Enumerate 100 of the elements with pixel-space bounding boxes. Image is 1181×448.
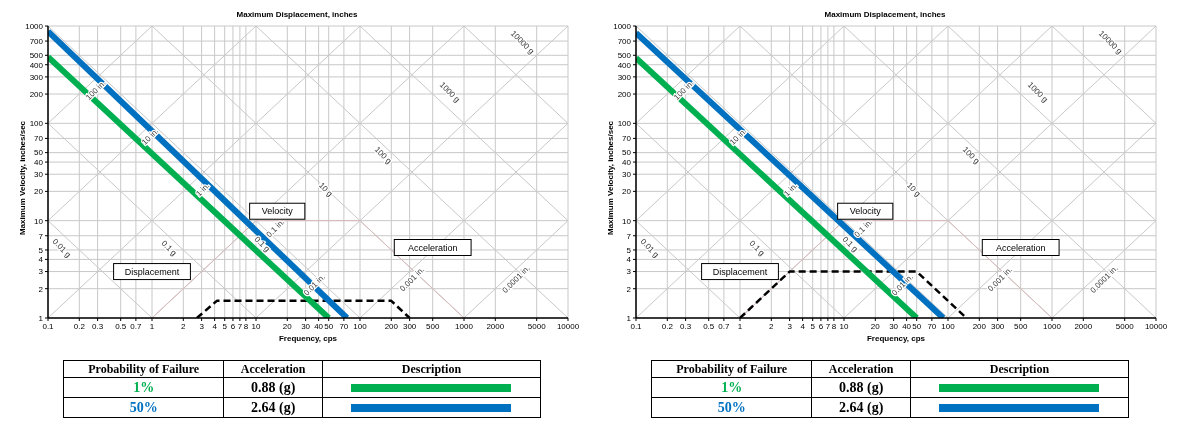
x-tick-label: 10 bbox=[839, 321, 849, 331]
x-tick-label: 2000 bbox=[486, 321, 505, 331]
annotation: Velocity bbox=[261, 206, 294, 217]
y-tick-label: 500 bbox=[617, 51, 632, 61]
x-tick-label: 7 bbox=[237, 321, 243, 331]
x-tick-label: 10000 bbox=[556, 321, 580, 331]
text: 2.64 (g) bbox=[811, 397, 911, 418]
text: 0.88 (g) bbox=[223, 377, 323, 398]
annotation: 1 in. bbox=[782, 181, 800, 199]
annotation: 0.1 in. bbox=[852, 217, 875, 240]
y-tick-label: 40 bbox=[34, 157, 44, 167]
text: 50% bbox=[63, 397, 224, 418]
x-tick-label: 0.3 bbox=[680, 321, 692, 331]
annotation: Velocity bbox=[849, 206, 882, 217]
annotation: Displacement bbox=[712, 266, 768, 277]
x-tick-label: 40 bbox=[902, 321, 912, 331]
y-tick-label: 20 bbox=[622, 187, 632, 197]
x-tick-label: 20 bbox=[870, 321, 881, 331]
annotation: 0.01 in. bbox=[302, 272, 327, 298]
y-tick-label: 100 bbox=[29, 119, 44, 129]
annotation: Acceleration bbox=[995, 242, 1046, 253]
y-tick-label: 5 bbox=[38, 245, 44, 255]
y-tick-label: 500 bbox=[29, 51, 44, 61]
chart-title: Maximum Displacement, inches bbox=[235, 9, 359, 21]
x-tick-label: 5 bbox=[222, 321, 228, 331]
text: Probability of Failure bbox=[63, 360, 224, 378]
x-tick-label: 0.1 bbox=[42, 321, 55, 331]
x-tick-label: 5 bbox=[810, 321, 816, 331]
x-axis-title: Frequency, cps bbox=[865, 333, 927, 344]
x-tick-label: 1 bbox=[149, 321, 155, 331]
x-tick-label: 1000 bbox=[455, 321, 474, 331]
y-tick-label: 7 bbox=[38, 231, 44, 241]
y-tick-label: 2 bbox=[626, 284, 632, 294]
y-tick-label: 4 bbox=[626, 255, 632, 265]
x-tick-label: 200 bbox=[384, 321, 399, 331]
y-tick-label: 200 bbox=[617, 89, 632, 99]
x-tick-label: 3 bbox=[787, 321, 793, 331]
chart-title: Maximum Displacement, inches bbox=[823, 9, 947, 21]
text: 1% bbox=[63, 377, 224, 398]
x-tick-label: 7 bbox=[825, 321, 831, 331]
x-tick-label: 200 bbox=[972, 321, 987, 331]
x-tick-label: 300 bbox=[990, 321, 1005, 331]
x-tick-label: 20 bbox=[282, 321, 293, 331]
text-frame: Velocity bbox=[249, 202, 306, 220]
y-tick-label: 20 bbox=[34, 187, 44, 197]
text-frame: Displacement bbox=[113, 263, 191, 281]
text-frame: Displacement bbox=[701, 263, 779, 281]
x-tick-label: 70 bbox=[927, 321, 937, 331]
y-tick-label: 10 bbox=[34, 216, 44, 226]
x-tick-label: 8 bbox=[243, 321, 249, 331]
text: Acceleration bbox=[223, 360, 323, 378]
x-tick-label: 300 bbox=[402, 321, 417, 331]
x-tick-label: 3 bbox=[199, 321, 205, 331]
text-frame: Acceleration bbox=[393, 239, 472, 256]
text: 2.64 (g) bbox=[223, 397, 323, 418]
annotation: 10 g bbox=[905, 180, 923, 199]
annotation: 100 g bbox=[372, 145, 394, 166]
x-tick-label: 50 bbox=[324, 321, 334, 331]
y-tick-label: 700 bbox=[617, 36, 632, 46]
y-tick-label: 3 bbox=[38, 267, 44, 277]
y-tick-label: 100 bbox=[617, 119, 632, 129]
x-tick-label: 2 bbox=[769, 321, 775, 331]
y-tick-label: 1000 bbox=[25, 21, 44, 31]
annotation: 0.01 in. bbox=[890, 272, 915, 298]
y-tick-label: 300 bbox=[29, 72, 44, 82]
y-axis-title: Maximum Velocity, inches/sec bbox=[17, 119, 28, 238]
y-tick-label: 50 bbox=[34, 148, 44, 158]
annotation: 10 g bbox=[317, 180, 335, 199]
x-tick-label: 2 bbox=[181, 321, 187, 331]
x-tick-label: 30 bbox=[301, 321, 311, 331]
annotation: 10 in. bbox=[728, 126, 749, 147]
y-tick-label: 3 bbox=[626, 267, 632, 277]
text: 0.88 (g) bbox=[811, 377, 911, 398]
x-tick-label: 10000 bbox=[1144, 321, 1168, 331]
text: Acceleration bbox=[811, 360, 911, 378]
text: Description bbox=[910, 360, 1129, 378]
x-tick-label: 50 bbox=[912, 321, 922, 331]
annotation: 100 in. bbox=[672, 78, 696, 102]
x-axis-title: Frequency, cps bbox=[277, 333, 339, 344]
x-tick-label: 10 bbox=[251, 321, 261, 331]
x-tick-label: 40 bbox=[314, 321, 324, 331]
y-tick-label: 50 bbox=[622, 148, 632, 158]
annotation: Displacement bbox=[124, 266, 180, 277]
x-tick-label: 0.2 bbox=[73, 321, 86, 331]
y-tick-label: 200 bbox=[29, 89, 44, 99]
y-tick-label: 5 bbox=[626, 245, 632, 255]
x-tick-label: 100 bbox=[941, 321, 956, 331]
x-tick-label: 0.1 bbox=[630, 321, 643, 331]
y-tick-label: 300 bbox=[617, 72, 632, 82]
y-tick-label: 1000 bbox=[613, 21, 632, 31]
y-tick-label: 400 bbox=[617, 60, 632, 70]
annotation: 100 g bbox=[960, 145, 982, 166]
x-tick-label: 0.5 bbox=[703, 321, 715, 331]
x-tick-label: 100 bbox=[353, 321, 368, 331]
y-tick-label: 4 bbox=[38, 255, 44, 265]
x-tick-label: 500 bbox=[426, 321, 440, 331]
x-tick-label: 8 bbox=[831, 321, 837, 331]
annotation: 100 in. bbox=[84, 78, 108, 102]
text-frame: Acceleration bbox=[981, 239, 1060, 256]
y-tick-label: 40 bbox=[622, 157, 632, 167]
